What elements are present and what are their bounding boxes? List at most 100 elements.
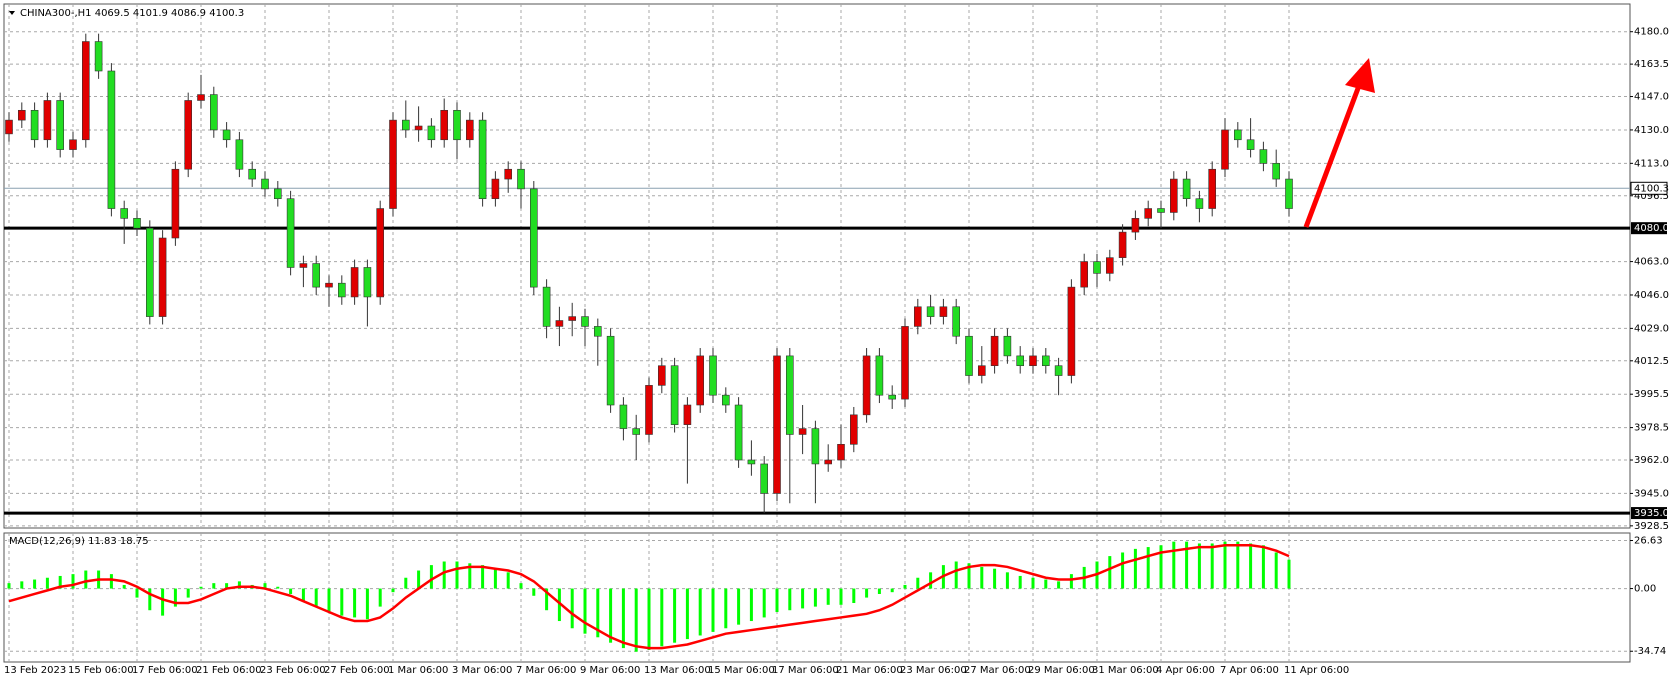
macd-bar — [788, 588, 792, 611]
y-tick-label: 4029.0 — [1634, 323, 1669, 334]
candle-body — [133, 218, 141, 229]
macd-bar — [365, 588, 369, 620]
candle-body — [1118, 231, 1127, 258]
candle-body — [427, 125, 436, 141]
candle-body — [158, 237, 167, 317]
candle-body — [17, 109, 26, 121]
candle-body — [1285, 178, 1293, 209]
macd-bar — [839, 588, 843, 605]
macd-bar — [621, 588, 625, 649]
x-tick-label: 15 Feb 06:00 — [68, 665, 134, 676]
macd-bar — [327, 588, 331, 613]
macd-bar — [826, 588, 830, 605]
x-tick-label: 21 Feb 06:00 — [196, 665, 262, 676]
candle-body — [1208, 168, 1216, 209]
candle-body — [721, 394, 730, 406]
candle-body — [43, 100, 52, 141]
macd-bar — [45, 577, 49, 589]
candle-body — [299, 263, 308, 268]
candle-body — [1029, 355, 1037, 367]
current-price-label: 4100.3 — [1634, 183, 1669, 194]
macd-bar — [993, 568, 997, 589]
macd-bar — [135, 588, 139, 598]
candle-body — [1170, 178, 1178, 213]
macd-bar — [647, 588, 651, 650]
candle-body — [670, 365, 679, 425]
macd-bar — [199, 586, 203, 589]
macd-bar — [954, 561, 958, 589]
macd-bar — [378, 588, 382, 607]
macd-bar — [1210, 543, 1214, 589]
candle-body — [760, 463, 769, 494]
candle-body — [363, 267, 372, 298]
candle-body — [798, 428, 807, 435]
macd-bar — [1057, 581, 1061, 589]
x-tick-label: 21 Mar 06:00 — [836, 665, 903, 676]
macd-bar — [161, 588, 165, 616]
macd-bar — [71, 574, 75, 589]
symbol-menu-icon[interactable] — [9, 11, 15, 15]
candle-body — [286, 198, 295, 268]
macd-bar — [109, 574, 113, 589]
macd-bar — [557, 588, 561, 622]
macd-bar — [442, 561, 446, 589]
macd-bar — [417, 570, 421, 589]
x-tick-label: 15 Mar 06:00 — [708, 665, 775, 676]
macd-bar — [237, 581, 241, 589]
macd-bar — [877, 588, 881, 594]
x-tick-label: 4 Apr 06:00 — [1156, 665, 1215, 676]
y-tick-label: 26.63 — [1634, 536, 1663, 547]
candle-body — [440, 109, 449, 141]
macd-bar — [737, 588, 741, 625]
candle-body — [1246, 139, 1255, 150]
macd-bar — [506, 572, 510, 589]
candle-body — [389, 119, 397, 209]
x-tick-label: 27 Mar 06:00 — [964, 665, 1031, 676]
macd-bar — [1223, 541, 1227, 589]
y-tick-label: 3962.0 — [1634, 455, 1669, 466]
candle-body — [747, 459, 756, 465]
candle-body — [657, 365, 666, 386]
macd-bar — [1249, 543, 1253, 589]
y-tick-label: 4180.0 — [1634, 27, 1669, 38]
y-tick-label: 4063.0 — [1634, 257, 1669, 268]
macd-bar — [673, 588, 677, 643]
x-tick-label: 17 Feb 06:00 — [132, 665, 198, 676]
candle-body — [325, 282, 333, 288]
macd-bar — [865, 588, 869, 598]
macd-bar — [33, 579, 37, 589]
macd-bar — [801, 588, 805, 609]
x-tick-label: 7 Mar 06:00 — [516, 665, 576, 676]
y-tick-label: -34.74 — [1634, 646, 1666, 657]
candle-body — [273, 188, 282, 200]
candle-body — [581, 316, 589, 327]
y-tick-label: 4012.5 — [1634, 356, 1669, 367]
candle-body — [555, 320, 564, 327]
macd-bar — [429, 565, 433, 589]
candle-body — [146, 227, 154, 317]
macd-bar — [468, 563, 472, 589]
candle-body — [606, 335, 615, 406]
plot-layer: 4180.0 4163.5 4147.0 4130.0 4113.0 4096.5 4063… — [4, 4, 1669, 676]
level-label: 3935.0 — [1634, 508, 1669, 519]
macd-bar — [340, 588, 344, 616]
candle-body — [517, 168, 525, 190]
macd-bar — [225, 583, 229, 589]
candle-body — [875, 355, 884, 396]
candle-body — [30, 109, 39, 141]
candle-body — [248, 168, 256, 180]
macd-bar — [1146, 547, 1150, 589]
candle-body — [593, 326, 602, 337]
macd-bar — [916, 577, 920, 589]
macd-bar — [685, 588, 689, 640]
macd-bar — [903, 584, 907, 589]
macd-bar — [698, 588, 702, 636]
current-price-tag — [1630, 181, 1668, 195]
macd-bar — [570, 588, 574, 629]
candle-body — [453, 109, 461, 141]
macd-bar — [762, 588, 766, 618]
candle-body — [401, 119, 410, 131]
macd-bar — [519, 583, 523, 589]
macd-bar — [1197, 543, 1201, 589]
y-tick-label: 3995.5 — [1634, 389, 1669, 400]
